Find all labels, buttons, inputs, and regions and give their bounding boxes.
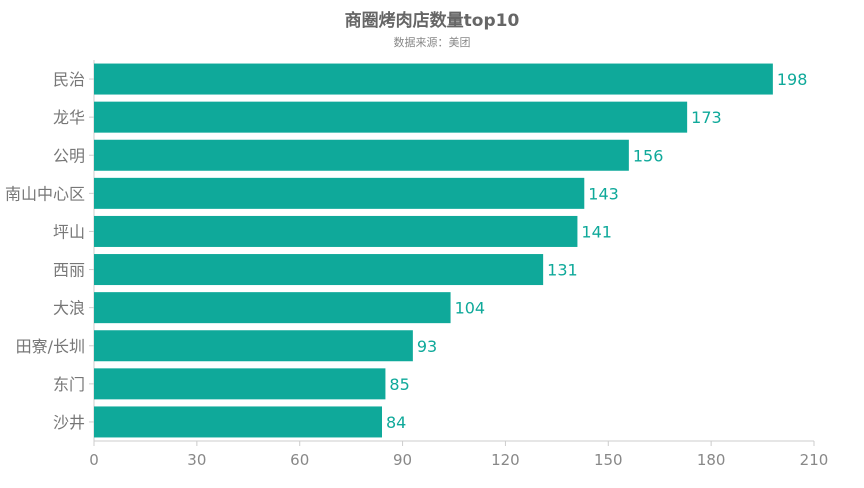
value-label: 104: [455, 299, 486, 318]
x-tick-label: 150: [594, 451, 623, 469]
bar: [94, 406, 382, 438]
category-label: 龙华: [53, 108, 85, 127]
bar: [94, 330, 413, 362]
category-label: 南山中心区: [5, 184, 85, 203]
value-label: 173: [691, 108, 722, 127]
category-label: 沙井: [53, 413, 85, 432]
x-tick-label: 180: [697, 451, 726, 469]
category-label: 公明: [53, 146, 85, 165]
chart-title: 商圈烤肉店数量top10: [344, 11, 520, 31]
chart-subtitle: 数据来源：美团: [393, 36, 471, 49]
x-tick-label: 0: [89, 451, 99, 469]
value-label: 131: [547, 261, 578, 280]
bar: [94, 254, 544, 286]
x-tick-label: 90: [393, 451, 412, 469]
category-label: 东门: [53, 375, 85, 394]
bar: [94, 139, 629, 171]
value-label: 84: [386, 413, 406, 432]
x-tick-label: 60: [290, 451, 309, 469]
bar: [94, 63, 773, 95]
x-tick-label: 210: [800, 451, 829, 469]
value-label: 143: [588, 184, 619, 203]
value-label: 156: [633, 146, 664, 165]
value-label: 93: [417, 337, 437, 356]
category-label: 坪山: [53, 222, 85, 241]
category-label: 民治: [53, 70, 85, 89]
category-label: 田寮/长圳: [16, 337, 85, 356]
value-label: 141: [581, 222, 612, 241]
bar: [94, 101, 688, 133]
bar: [94, 368, 386, 400]
bar: [94, 215, 578, 247]
bar: [94, 177, 585, 209]
x-tick-label: 120: [491, 451, 520, 469]
x-tick-label: 30: [187, 451, 206, 469]
category-label: 大浪: [53, 299, 85, 318]
value-label: 85: [389, 375, 409, 394]
bar: [94, 292, 451, 324]
category-label: 西丽: [53, 261, 85, 280]
value-label: 198: [777, 70, 808, 89]
